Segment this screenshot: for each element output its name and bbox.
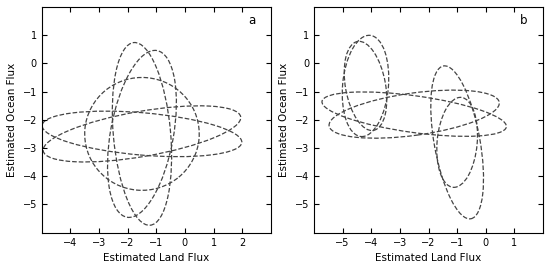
Text: b: b (520, 14, 527, 27)
X-axis label: Estimated Land Flux: Estimated Land Flux (376, 253, 482, 263)
Y-axis label: Estimated Ocean Flux: Estimated Ocean Flux (279, 63, 289, 177)
Y-axis label: Estimated Ocean Flux: Estimated Ocean Flux (7, 63, 17, 177)
X-axis label: Estimated Land Flux: Estimated Land Flux (103, 253, 210, 263)
Text: a: a (248, 14, 255, 27)
